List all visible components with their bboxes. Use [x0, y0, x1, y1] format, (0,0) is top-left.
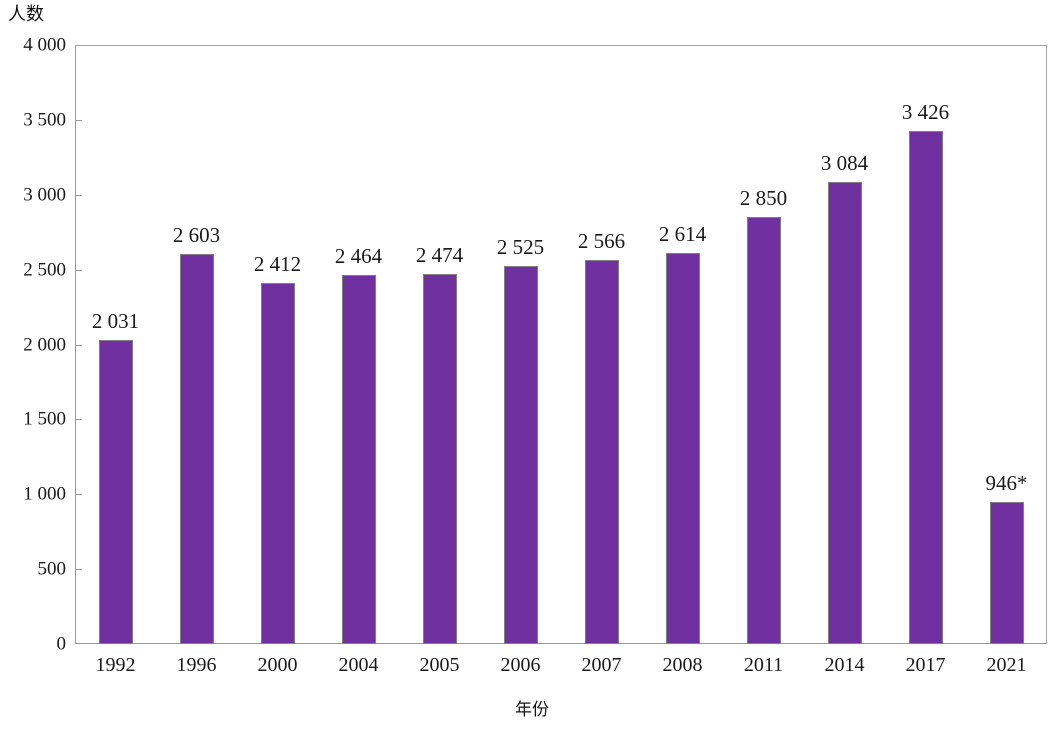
- bar-slot: 3 426: [885, 45, 966, 644]
- y-tick-label: 2 500: [23, 259, 66, 281]
- bars-layer: 2 031 2 603 2 412 2 464 2 474 2 525 2 566 2 614…: [75, 45, 1047, 644]
- bar[interactable]: [260, 282, 295, 644]
- y-tick-label: 500: [37, 558, 67, 580]
- bar[interactable]: [503, 265, 538, 644]
- y-tick-mark: [75, 119, 82, 121]
- x-axis-title: 年份: [515, 700, 549, 720]
- bar-value-label: 2 566: [577, 228, 626, 253]
- x-tick-label: 1996: [176, 654, 217, 676]
- bar-value-label: 2 412: [253, 251, 302, 276]
- bar-value-label: 946*: [985, 471, 1028, 496]
- x-tick-label: 2008: [662, 654, 703, 676]
- bar[interactable]: [341, 275, 376, 644]
- x-tick-label: 2005: [419, 654, 460, 676]
- bar-value-label: 2 850: [739, 186, 788, 211]
- bar-slot: 3 084: [804, 45, 885, 644]
- y-tick-mark: [75, 194, 82, 196]
- bar-slot: 946*: [966, 45, 1047, 644]
- bar-slot: 2 474: [399, 45, 480, 644]
- bar-value-label: 3 426: [901, 99, 950, 124]
- y-tick-mark: [75, 419, 82, 421]
- bar[interactable]: [422, 273, 457, 644]
- bar[interactable]: [908, 130, 943, 644]
- y-tick-label: 2 000: [23, 334, 66, 355]
- y-tick-mark: [75, 269, 82, 271]
- y-tick-label: 4 000: [23, 34, 66, 56]
- y-tick-mark: [75, 494, 82, 496]
- bar-slot: 2 412: [237, 45, 318, 644]
- x-tick-label: 1992: [95, 654, 136, 676]
- bar-value-label: 2 525: [496, 234, 545, 259]
- bar-value-label: 2 603: [172, 223, 221, 248]
- bar-slot: 2 614: [642, 45, 723, 644]
- bar-slot: 2 566: [561, 45, 642, 644]
- bar-slot: 2 031: [75, 45, 156, 644]
- y-tick-label: 3 500: [23, 109, 66, 131]
- x-tick-label: 2021: [986, 654, 1027, 676]
- y-tick-label: 1 000: [23, 483, 66, 505]
- bar-slot: 2 850: [723, 45, 804, 644]
- bar[interactable]: [989, 502, 1024, 644]
- x-tick-label: 2006: [500, 654, 541, 676]
- x-tick-label: 2017: [905, 654, 946, 676]
- bar-slot: 2 525: [480, 45, 561, 644]
- x-tick-label: 2007: [581, 654, 622, 676]
- bar-value-label: 2 614: [658, 221, 707, 246]
- y-tick-mark: [75, 344, 82, 346]
- bar-value-label: 2 031: [91, 308, 140, 333]
- bar-slot: 2 464: [318, 45, 399, 644]
- y-tick-label: 0: [56, 633, 67, 655]
- bar[interactable]: [665, 252, 700, 644]
- bar-value-label: 2 464: [334, 244, 383, 269]
- plot-area: [75, 45, 1047, 644]
- bar-value-label: 2 474: [415, 242, 464, 267]
- x-tick-label: 2004: [338, 654, 379, 676]
- bar[interactable]: [746, 217, 781, 644]
- bar[interactable]: [179, 254, 214, 644]
- y-tick-mark: [75, 569, 82, 571]
- bar[interactable]: [98, 339, 133, 644]
- x-tick-label: 2014: [824, 654, 865, 676]
- x-tick-label: 2000: [257, 654, 298, 676]
- bar-slot: 2 603: [156, 45, 237, 644]
- y-axis-title: 人数: [8, 4, 44, 25]
- y-tick-label: 3 000: [23, 184, 66, 206]
- y-tick-label: 1 500: [23, 408, 66, 430]
- x-tick-label: 2011: [743, 654, 784, 676]
- bar-value-label: 3 084: [820, 151, 869, 176]
- bar[interactable]: [827, 182, 862, 644]
- bar[interactable]: [584, 259, 619, 644]
